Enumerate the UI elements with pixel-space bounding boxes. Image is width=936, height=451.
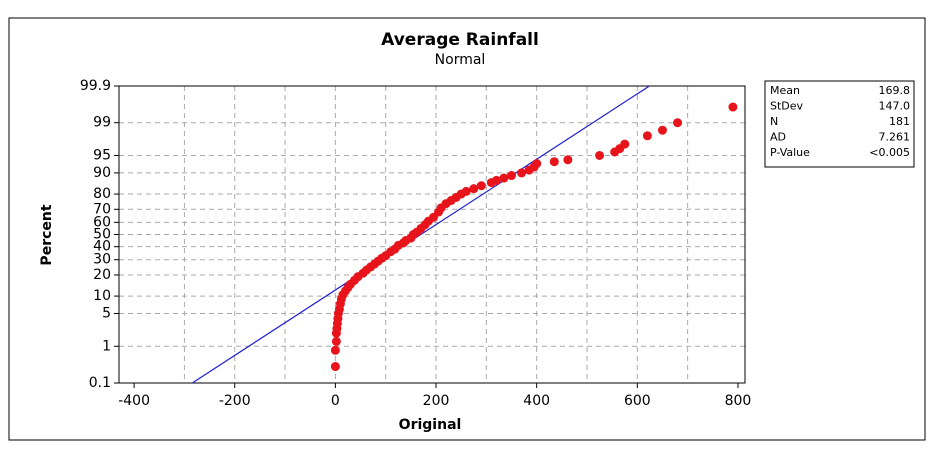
data-point bbox=[595, 150, 605, 160]
stat-value: <0.005 bbox=[869, 146, 910, 159]
stat-label: N bbox=[770, 115, 778, 128]
x-tick-label: 800 bbox=[725, 393, 752, 409]
y-tick-label: 95 bbox=[93, 147, 111, 163]
frame bbox=[8, 17, 926, 441]
y-axis-label: Percent bbox=[39, 204, 55, 265]
data-point bbox=[331, 336, 341, 346]
stat-value: 7.261 bbox=[879, 131, 911, 144]
chart-subtitle: Normal bbox=[435, 52, 486, 68]
y-tick-label: 70 bbox=[93, 201, 111, 217]
data-point bbox=[491, 175, 501, 185]
data-point bbox=[330, 345, 340, 355]
stat-value: 181 bbox=[889, 115, 910, 128]
data-point bbox=[330, 362, 340, 372]
data-point bbox=[532, 159, 542, 169]
data-point bbox=[642, 131, 652, 141]
y-tick-label: 80 bbox=[93, 186, 111, 202]
data-point bbox=[461, 186, 471, 196]
stat-label: AD bbox=[770, 131, 786, 144]
data-point bbox=[499, 173, 509, 183]
y-tick-label: 99.9 bbox=[80, 78, 111, 94]
data-point bbox=[549, 157, 559, 167]
fit-line bbox=[191, 86, 650, 383]
data-point bbox=[657, 125, 667, 135]
y-tick-label: 30 bbox=[93, 252, 111, 268]
x-axis-label: Original bbox=[399, 417, 462, 433]
y-tick-label: 60 bbox=[93, 214, 111, 230]
y-tick-label: 0.1 bbox=[89, 375, 111, 391]
y-tick-label: 90 bbox=[93, 165, 111, 181]
x-tick-label: -400 bbox=[118, 393, 150, 409]
data-point bbox=[476, 181, 486, 191]
data-point bbox=[673, 118, 683, 128]
stat-value: 147.0 bbox=[879, 100, 911, 113]
stat-label: StDev bbox=[770, 100, 804, 113]
data-point bbox=[517, 168, 527, 178]
data-point bbox=[469, 184, 479, 194]
x-tick-label: 0 bbox=[331, 393, 340, 409]
stat-label: Mean bbox=[770, 84, 800, 97]
y-tick-label: 50 bbox=[93, 227, 111, 243]
y-tick-label: 1 bbox=[102, 338, 111, 354]
data-point bbox=[507, 171, 517, 181]
chart-title: Average Rainfall bbox=[381, 30, 539, 50]
x-tick-label: -200 bbox=[219, 393, 251, 409]
y-tick-label: 99 bbox=[93, 115, 111, 131]
data-point bbox=[620, 139, 630, 149]
y-tick-label: 20 bbox=[93, 267, 111, 283]
x-tick-label: 200 bbox=[423, 393, 450, 409]
x-tick-label: 400 bbox=[523, 393, 550, 409]
y-tick-label: 10 bbox=[93, 288, 111, 304]
y-tick-label: 5 bbox=[102, 306, 111, 322]
stats-box bbox=[764, 80, 915, 168]
stat-label: P-Value bbox=[770, 146, 810, 159]
stat-value: 169.8 bbox=[879, 84, 911, 97]
data-point bbox=[728, 102, 738, 112]
data-point bbox=[563, 155, 573, 165]
y-tick-label: 40 bbox=[93, 239, 111, 255]
x-tick-label: 600 bbox=[624, 393, 651, 409]
